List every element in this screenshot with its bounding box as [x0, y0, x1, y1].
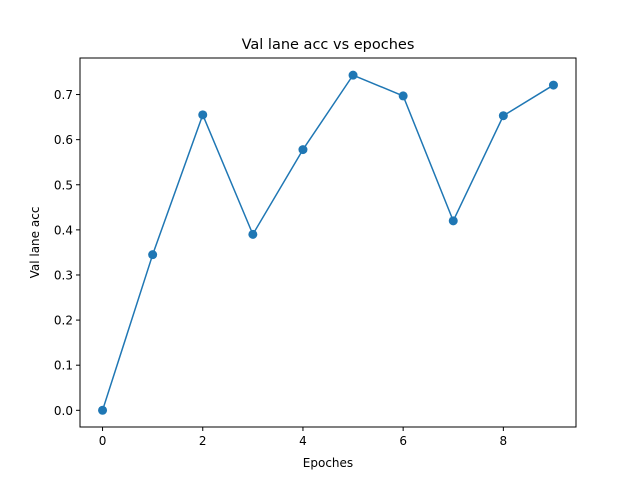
y-tick-label: 0.6	[54, 133, 73, 147]
y-tick-label: 0.5	[54, 178, 73, 192]
data-point	[448, 216, 458, 226]
axes-frame	[79, 57, 577, 428]
x-axis-label: Epoches	[303, 456, 353, 470]
data-point	[98, 405, 108, 415]
y-tick-label: 0.0	[54, 404, 73, 418]
data-point	[248, 229, 258, 239]
data-point	[298, 145, 308, 155]
x-tick-label: 8	[500, 434, 508, 448]
y-tick-label: 0.1	[54, 359, 73, 373]
data-point	[348, 70, 358, 80]
plot-area	[98, 70, 558, 415]
y-tick-label: 0.7	[54, 88, 73, 102]
y-tick-label: 0.2	[54, 314, 73, 328]
y-tick-label: 0.4	[54, 223, 73, 237]
series-line	[101, 74, 554, 411]
y-tick-label: 0.3	[54, 268, 73, 282]
x-axis: 0 2 4 6 8	[99, 427, 507, 448]
data-point	[498, 111, 508, 121]
data-point	[148, 250, 158, 260]
chart-title: Val lane acc vs epoches	[242, 37, 415, 53]
data-point	[398, 91, 408, 101]
y-axis-label: Val lane acc	[28, 207, 42, 279]
y-axis: 0.0 0.1 0.2 0.3 0.4 0.5 0.6 0.7	[54, 88, 80, 418]
data-point	[548, 80, 558, 90]
x-tick-label: 6	[399, 434, 407, 448]
x-tick-label: 0	[99, 434, 107, 448]
x-tick-label: 4	[299, 434, 307, 448]
x-tick-label: 2	[199, 434, 207, 448]
data-point	[198, 110, 208, 120]
